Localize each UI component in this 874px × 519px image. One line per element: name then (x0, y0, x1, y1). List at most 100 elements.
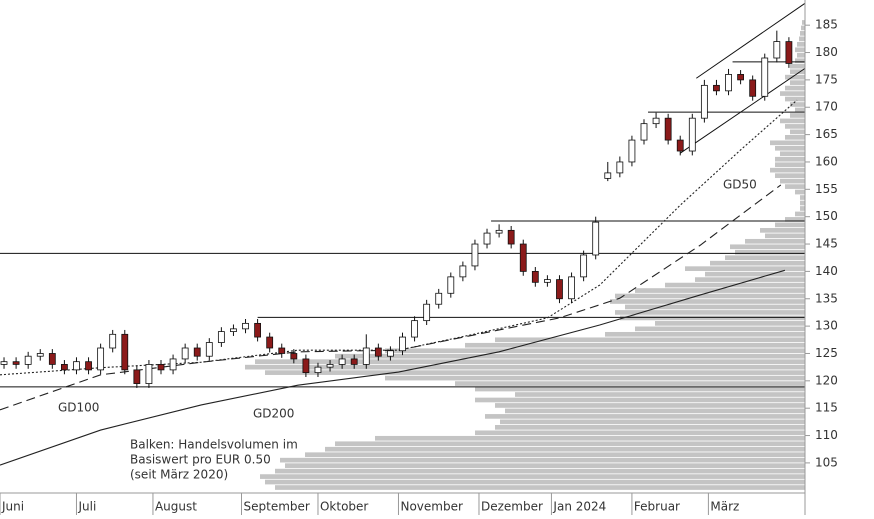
candle-body (435, 292, 443, 305)
volume-bar (610, 299, 805, 304)
candle-body (544, 279, 551, 283)
candle-body (483, 232, 491, 245)
candle-body (350, 358, 358, 365)
volume-bar (790, 113, 805, 118)
volume-bar (325, 446, 805, 452)
volume-bar (795, 189, 805, 195)
candle-body (338, 358, 346, 365)
ma-label: GD50 (723, 178, 757, 192)
volume-bar (785, 217, 805, 222)
volume-bar (799, 36, 805, 42)
volume-bar (800, 195, 805, 200)
candle-body (290, 353, 298, 360)
y-tick-label: 180 (815, 45, 838, 59)
annotation: Balken: Handelsvolumen im (130, 438, 298, 452)
candle-body (664, 117, 672, 141)
candle-body (193, 347, 201, 357)
volume-bar (800, 200, 805, 206)
volume-bar (800, 206, 805, 211)
volume-bar (795, 211, 805, 217)
volume-bar (275, 485, 805, 490)
candle-body (640, 123, 648, 141)
volume-bar (500, 419, 805, 425)
y-tick-label: 155 (815, 182, 838, 196)
volume-bar (475, 397, 805, 403)
candle-body (230, 328, 237, 332)
candle-body (676, 139, 684, 152)
volume-bar (685, 266, 805, 271)
y-tick-label: 160 (815, 154, 838, 168)
candle-body (121, 333, 129, 371)
volume-bar (790, 80, 805, 85)
volume-bar (790, 69, 805, 75)
candle-body (531, 270, 539, 283)
volume-bar (780, 151, 805, 157)
volume-bar (790, 63, 805, 69)
candle-body (109, 333, 117, 349)
candle-body (628, 139, 636, 163)
candle-body (688, 117, 696, 152)
candle-body (254, 322, 262, 338)
annotation: (seit März 2020) (130, 468, 228, 482)
x-tick-label: Februar (634, 500, 680, 514)
volume-bar (775, 222, 805, 228)
candle-body (205, 342, 213, 357)
volume-bar (785, 74, 805, 80)
candle-body (266, 336, 274, 349)
candle-body (411, 320, 418, 338)
volume-bar (730, 244, 805, 250)
candle-body (169, 358, 177, 371)
volume-bar (615, 310, 805, 315)
volume-bar (785, 124, 805, 129)
candle-body (278, 347, 286, 354)
candle-body (0, 361, 8, 365)
volume-bar (770, 167, 805, 173)
volume-bar (615, 293, 805, 299)
ma-label: GD100 (58, 401, 99, 415)
volume-bar (335, 353, 805, 359)
volume-bar (245, 364, 805, 370)
candle-body (12, 361, 20, 365)
x-tick-label: März (710, 500, 739, 514)
candle-body (326, 364, 334, 368)
volume-bar (285, 463, 805, 468)
candle-body (24, 355, 32, 365)
candle-body (157, 364, 165, 371)
candle-body (495, 229, 503, 234)
volume-bar (375, 435, 805, 441)
volume-bar (795, 58, 805, 64)
candle-body (399, 336, 406, 352)
volume-bar (785, 85, 805, 91)
volume-bar (465, 342, 805, 348)
x-tick-label: Juli (77, 500, 96, 514)
volume-bar (790, 102, 805, 107)
y-tick-label: 175 (815, 72, 838, 86)
candle-body (374, 347, 382, 357)
x-tick-label: Juni (1, 500, 24, 514)
candle-body (73, 361, 80, 371)
candle-body (773, 41, 781, 59)
candle-body (785, 41, 793, 64)
candle-body (387, 350, 394, 357)
y-tick-label: 125 (815, 346, 838, 360)
candle-body (133, 369, 141, 384)
volume-bar (495, 337, 805, 343)
volume-bar (485, 414, 805, 419)
volume-bar (495, 403, 805, 408)
volume-bar (795, 107, 805, 113)
y-tick-label: 165 (815, 127, 838, 141)
volume-bar (795, 47, 805, 53)
x-tick-label: Oktober (320, 500, 368, 514)
trend-line (696, 2, 806, 79)
x-tick-label: November (400, 500, 462, 514)
y-tick-label: 110 (815, 428, 838, 442)
volume-bar (305, 452, 805, 458)
candle-body (314, 366, 322, 374)
volume-bar (780, 178, 805, 184)
moving-average (0, 99, 798, 376)
y-tick-label: 170 (815, 100, 838, 114)
volume-bar (775, 173, 805, 178)
y-tick-label: 150 (815, 209, 838, 223)
volume-bar (710, 260, 805, 266)
candle-body (423, 303, 431, 322)
